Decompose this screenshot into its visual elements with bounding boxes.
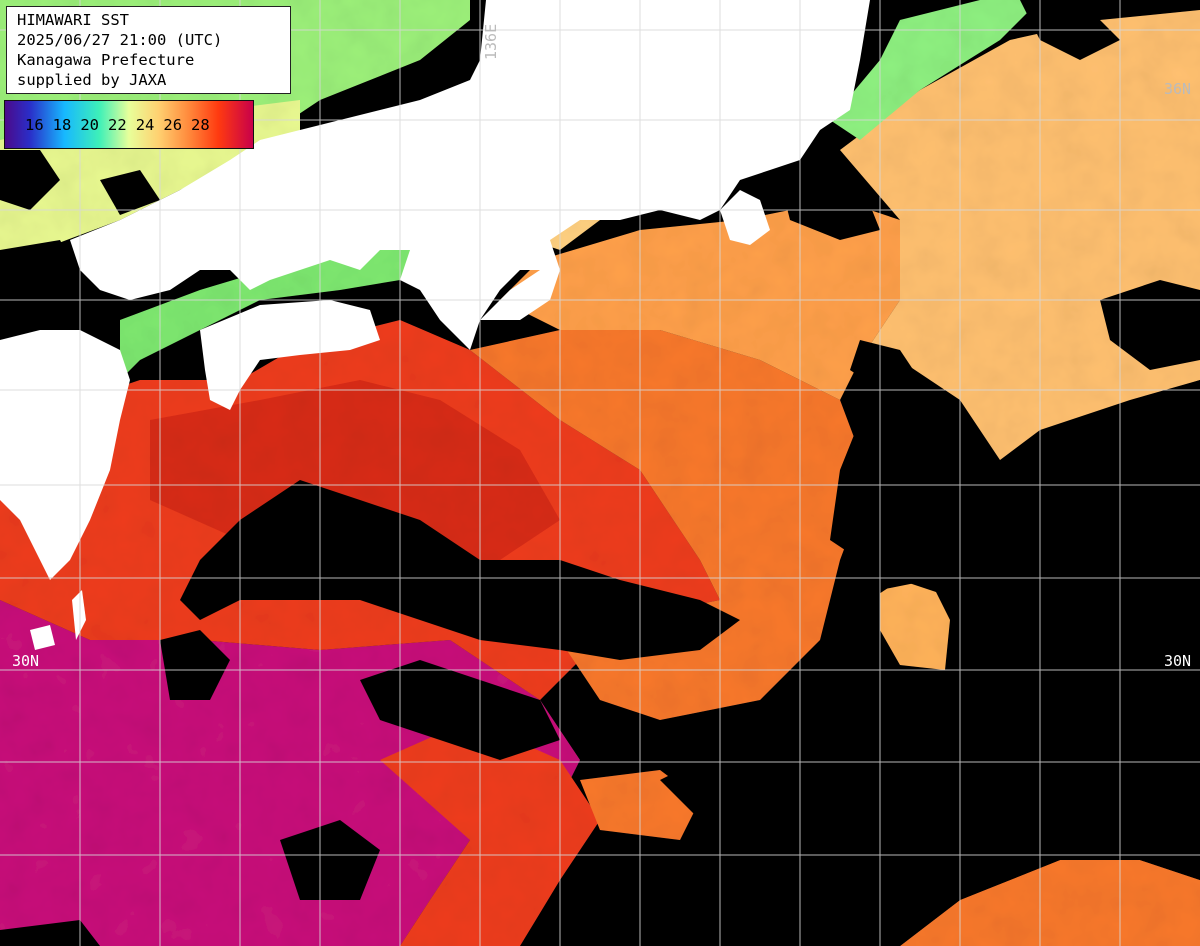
land-kyushu <box>0 330 130 580</box>
legend-label: 20 <box>80 115 100 134</box>
land-honshu-peninsula <box>720 190 770 245</box>
legend-label: 24 <box>135 115 155 134</box>
lat-label-30n-left: 30N <box>12 652 40 670</box>
land-honshu <box>70 0 870 350</box>
lat-label-30n-right: 30N <box>1164 652 1192 670</box>
lon-label-136e: 136E <box>482 23 500 60</box>
sst-region-green-ne <box>830 0 1040 140</box>
cloud-band-mid <box>360 660 560 760</box>
legend-label: 28 <box>191 115 210 134</box>
title-box: HIMAWARI SST 2025/06/27 21:00 (UTC) Kana… <box>6 6 291 94</box>
land-kii-cape <box>480 270 560 320</box>
legend-label: 26 <box>163 115 183 134</box>
cloud-patch-far-south <box>0 920 100 946</box>
cloud-patch-central-east <box>850 340 920 390</box>
sst-region-orange-far-se <box>900 860 1200 946</box>
land-island-1 <box>30 625 55 650</box>
cloud-patch-sw <box>160 630 230 700</box>
legend-label: 18 <box>52 115 72 134</box>
legend-label: 16 <box>25 115 44 134</box>
cloud-patch-west-coast <box>0 240 80 310</box>
cloud-mass-southeast <box>520 380 1200 946</box>
land-island-2 <box>72 590 86 640</box>
sst-region-red-south <box>380 720 600 946</box>
title-credit: supplied by JAXA <box>17 71 167 89</box>
sst-region-pale-island <box>880 580 950 670</box>
legend-labels: 16 18 20 22 24 26 28 <box>5 101 253 148</box>
legend-label: 22 <box>108 115 127 134</box>
sst-region-orange <box>470 330 870 720</box>
cloud-patch-ne <box>1100 280 1200 370</box>
temperature-legend: 16 18 20 22 24 26 28 <box>4 100 254 149</box>
title-product: HIMAWARI SST <box>17 11 129 29</box>
cloud-patch-nw2 <box>100 170 160 215</box>
cloud-patch-nw <box>0 150 60 210</box>
land <box>0 0 870 650</box>
title-prefecture: Kanagawa Prefecture <box>17 51 195 69</box>
cloud-patch-south <box>280 820 380 900</box>
lat-label-36n: 36N <box>1164 80 1192 98</box>
sst-region-pale <box>840 10 1200 460</box>
land-shikoku <box>200 300 380 410</box>
title-datetime: 2025/06/27 21:00 (UTC) <box>17 31 223 49</box>
